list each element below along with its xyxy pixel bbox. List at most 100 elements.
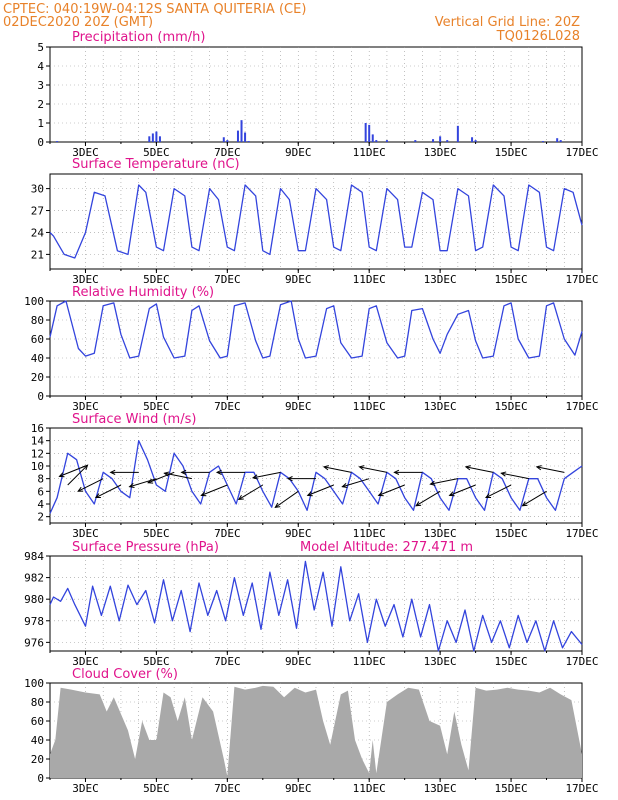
rh-xtick-label: 11DEC — [353, 400, 386, 413]
cloud-panel: 0 20 40 60 80 100 3DEC 5DEC 7DEC 9DEC 11DEC 13DEC 15… — [24, 677, 598, 795]
wind-arrow-shaft — [465, 466, 494, 473]
wind-arrow-shaft — [536, 466, 565, 473]
cloud-ytick-label: 100 — [24, 677, 44, 690]
wind-arrow-head — [358, 465, 365, 471]
cloud-ytick-label: 80 — [31, 696, 44, 709]
precip-bar — [222, 137, 225, 142]
pressure-ytick-label: 976 — [24, 636, 44, 649]
wind-arrow — [484, 484, 512, 499]
wind-arrow — [94, 484, 122, 499]
precip-bar — [247, 141, 250, 142]
wind-arrow — [215, 469, 246, 475]
header-grid-note: Vertical Grid Line: 20Z — [435, 15, 580, 30]
wind-arrow-shaft — [307, 484, 334, 496]
precip-bar — [368, 124, 371, 142]
precip-bar — [456, 125, 459, 142]
rh-series-line — [49, 300, 583, 359]
temp-xtick-label: 13DEC — [424, 273, 457, 286]
wind-arrow-shaft — [378, 484, 405, 496]
wind-arrow-head — [322, 465, 329, 471]
precip-xtick-label: 3DEC — [72, 146, 99, 159]
wind-arrow-shaft — [164, 472, 192, 480]
wind-arrow — [306, 484, 334, 497]
precip-bar — [371, 134, 374, 142]
wind-arrow — [200, 484, 228, 497]
wind-xtick-label: 9DEC — [285, 527, 312, 540]
wind-arrow — [77, 478, 104, 492]
wind-arrow-head — [500, 471, 507, 477]
precip-bar — [556, 138, 559, 142]
wind-arrow-shaft — [342, 478, 370, 488]
wind-arrow — [163, 471, 192, 480]
temp-ytick-label: 30 — [31, 183, 44, 196]
pressure-panel: 976 978 980 982 984 3DEC 5DEC 7DEC 9DEC 11DEC 13DE… — [24, 550, 598, 668]
precip-bar — [385, 140, 388, 142]
wind-arrow — [429, 478, 458, 486]
wind-xtick-label: 17DEC — [565, 527, 598, 540]
wind-arrow-head — [415, 501, 422, 507]
wind-arrow-shaft — [252, 471, 281, 479]
precip-ytick-label: 4 — [37, 60, 44, 73]
precip-bar — [375, 140, 378, 142]
rh-xtick-label: 13DEC — [424, 400, 457, 413]
precip-bar — [541, 141, 544, 142]
wind-arrow-head — [448, 491, 455, 497]
pressure-xtick-label: 9DEC — [285, 655, 312, 668]
wind-arrow-head — [58, 472, 65, 478]
wind-arrow-shaft — [275, 490, 299, 508]
wind-arrow-head — [215, 469, 222, 475]
wind-arrow-head — [237, 494, 244, 500]
wind-arrow-shaft — [501, 472, 529, 480]
wind-arrow-head — [393, 469, 400, 475]
rh-panel: 0 20 40 60 80 100 3DEC 5DEC 7DEC 9DEC 11DEC 13DEC 15… — [24, 295, 598, 413]
pressure-xtick-label: 11DEC — [353, 655, 386, 668]
precip-bar — [158, 136, 161, 142]
wind-arrow-head — [535, 465, 542, 471]
precip-bar — [432, 139, 435, 142]
pressure-xtick-label: 5DEC — [143, 655, 170, 668]
wind-arrow — [67, 464, 89, 486]
cloud-ytick-label: 20 — [31, 753, 44, 766]
wind-arrow-head — [251, 474, 259, 480]
cloud-ytick-label: 0 — [37, 772, 44, 785]
pressure-xtick-label: 7DEC — [214, 655, 241, 668]
rh-xtick-label: 9DEC — [285, 400, 312, 413]
wind-arrow-head — [274, 502, 281, 509]
wind-arrow — [377, 484, 405, 497]
precip-xtick-label: 17DEC — [565, 146, 598, 159]
temp-xtick-label: 7DEC — [214, 273, 241, 286]
wind-arrow — [464, 465, 494, 473]
rh-ytick-label: 80 — [31, 314, 44, 327]
wind-arrow-head — [341, 482, 348, 488]
wind-arrow-head — [306, 491, 313, 497]
wind-arrow-shaft — [59, 465, 86, 477]
rh-panel-title: Relative Humidity (%) — [72, 285, 214, 300]
cloud-ytick-label: 40 — [31, 734, 44, 747]
pressure-ytick-label: 980 — [24, 593, 44, 606]
wind-arrow-head — [484, 493, 492, 499]
wind-arrow-head — [163, 471, 170, 477]
wind-arrow — [237, 484, 264, 500]
wind-arrow-head — [377, 491, 384, 497]
wind-arrow — [500, 471, 529, 480]
wind-xtick-label: 5DEC — [143, 527, 170, 540]
wind-arrow-shaft — [201, 484, 228, 496]
wind-arrow-shaft — [359, 466, 388, 473]
precip-bar — [244, 132, 247, 142]
wind-arrow-head — [180, 469, 187, 475]
pressure-ytick-label: 978 — [24, 615, 44, 628]
wind-arrow — [251, 471, 281, 480]
wind-arrow-head — [94, 493, 101, 499]
precip-bar — [471, 137, 474, 142]
wind-arrow-head — [109, 469, 116, 475]
cloud-xtick-label: 5DEC — [143, 782, 170, 795]
pressure-ytick-label: 984 — [24, 550, 44, 563]
wind-xtick-label: 15DEC — [495, 527, 528, 540]
rh-ytick-label: 40 — [31, 352, 44, 365]
wind-xtick-label: 13DEC — [424, 527, 457, 540]
pressure-xtick-label: 3DEC — [72, 655, 99, 668]
precip-bar — [559, 140, 562, 142]
pressure-xtick-label: 17DEC — [565, 655, 598, 668]
